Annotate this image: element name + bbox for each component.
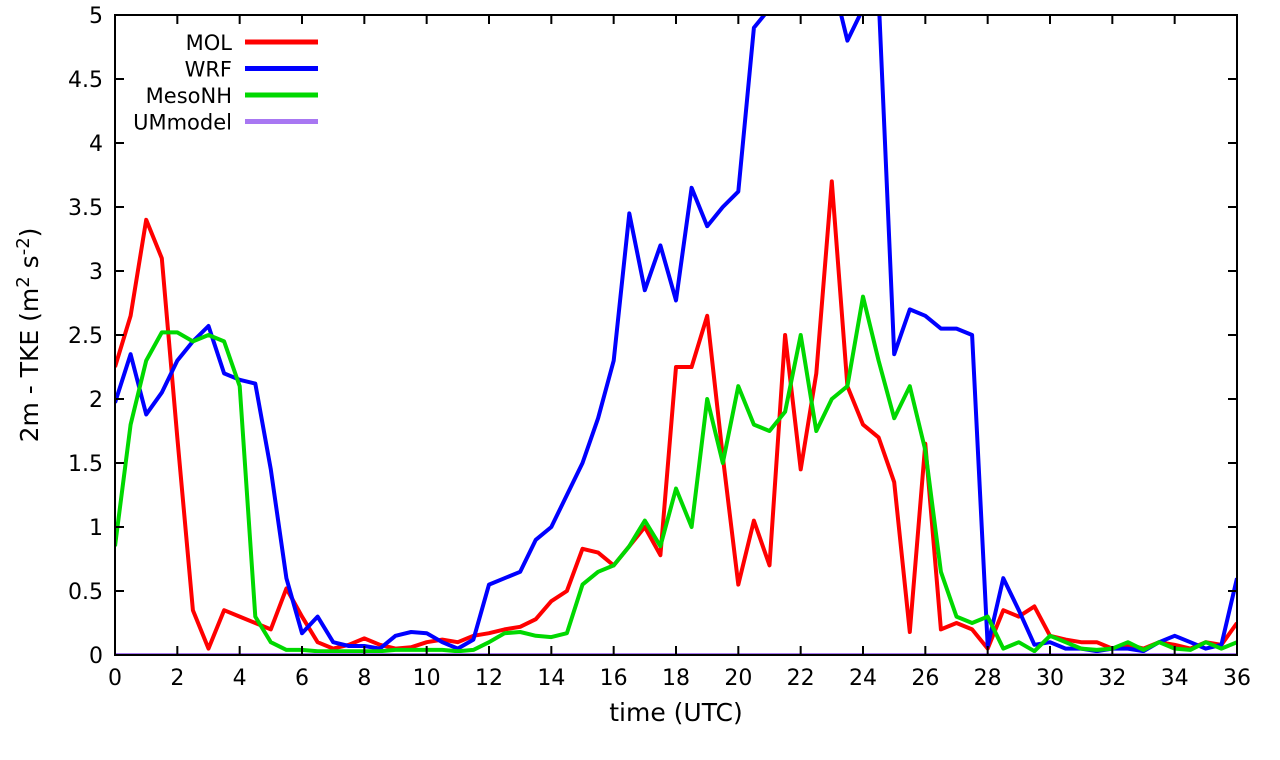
x-tick-label: 2 <box>170 666 184 691</box>
x-tick-label: 20 <box>724 666 752 691</box>
y-tick-label: 2 <box>89 388 103 413</box>
x-tick-label: 22 <box>787 666 815 691</box>
y-tick-label: 3.5 <box>68 196 103 221</box>
legend-label-mol: MOL <box>186 31 233 55</box>
y-axis-label: 2m - TKE (m2 s-2) <box>13 228 44 443</box>
x-tick-label: 36 <box>1223 666 1251 691</box>
x-tick-label: 28 <box>974 666 1002 691</box>
series-line-mol <box>115 179 1237 651</box>
series-lines <box>115 15 1237 655</box>
tick-labels: 0 2 4 6 8 10 12 14 16 18 20 22 24 26 28 30 32 34 3600.511.… <box>68 4 1251 691</box>
y-tick-label: 3 <box>89 260 103 285</box>
x-tick-label: 10 <box>413 666 441 691</box>
axis-ticks <box>114 14 1238 656</box>
x-tick-label: 8 <box>357 666 371 691</box>
y-tick-label: 1.5 <box>68 452 103 477</box>
x-tick-label: 34 <box>1161 666 1189 691</box>
x-tick-label: 16 <box>600 666 628 691</box>
y-tick-label: 0.5 <box>68 580 103 605</box>
x-tick-label: 12 <box>475 666 503 691</box>
x-tick-label: 0 <box>108 666 122 691</box>
y-tick-label: 0 <box>89 644 103 669</box>
legend-label-ummodel: UMmodel <box>133 111 232 135</box>
legend-label-wrf: WRF <box>185 58 232 82</box>
x-tick-label: 26 <box>911 666 939 691</box>
x-tick-label: 30 <box>1036 666 1064 691</box>
x-tick-label: 6 <box>295 666 309 691</box>
legend-label-mesonh: MesoNH <box>146 84 232 108</box>
series-line-wrf <box>115 15 1237 654</box>
x-tick-label: 4 <box>233 666 247 691</box>
y-tick-label: 4.5 <box>68 68 103 93</box>
x-tick-label: 18 <box>662 666 690 691</box>
y-tick-label: 2.5 <box>68 324 103 349</box>
x-tick-label: 14 <box>537 666 565 691</box>
y-tick-label: 4 <box>89 132 103 157</box>
y-tick-label: 5 <box>89 4 103 29</box>
y-tick-label: 1 <box>89 516 103 541</box>
x-tick-label: 24 <box>849 666 877 691</box>
x-tick-label: 32 <box>1098 666 1126 691</box>
x-axis-label: time (UTC) <box>609 698 743 727</box>
